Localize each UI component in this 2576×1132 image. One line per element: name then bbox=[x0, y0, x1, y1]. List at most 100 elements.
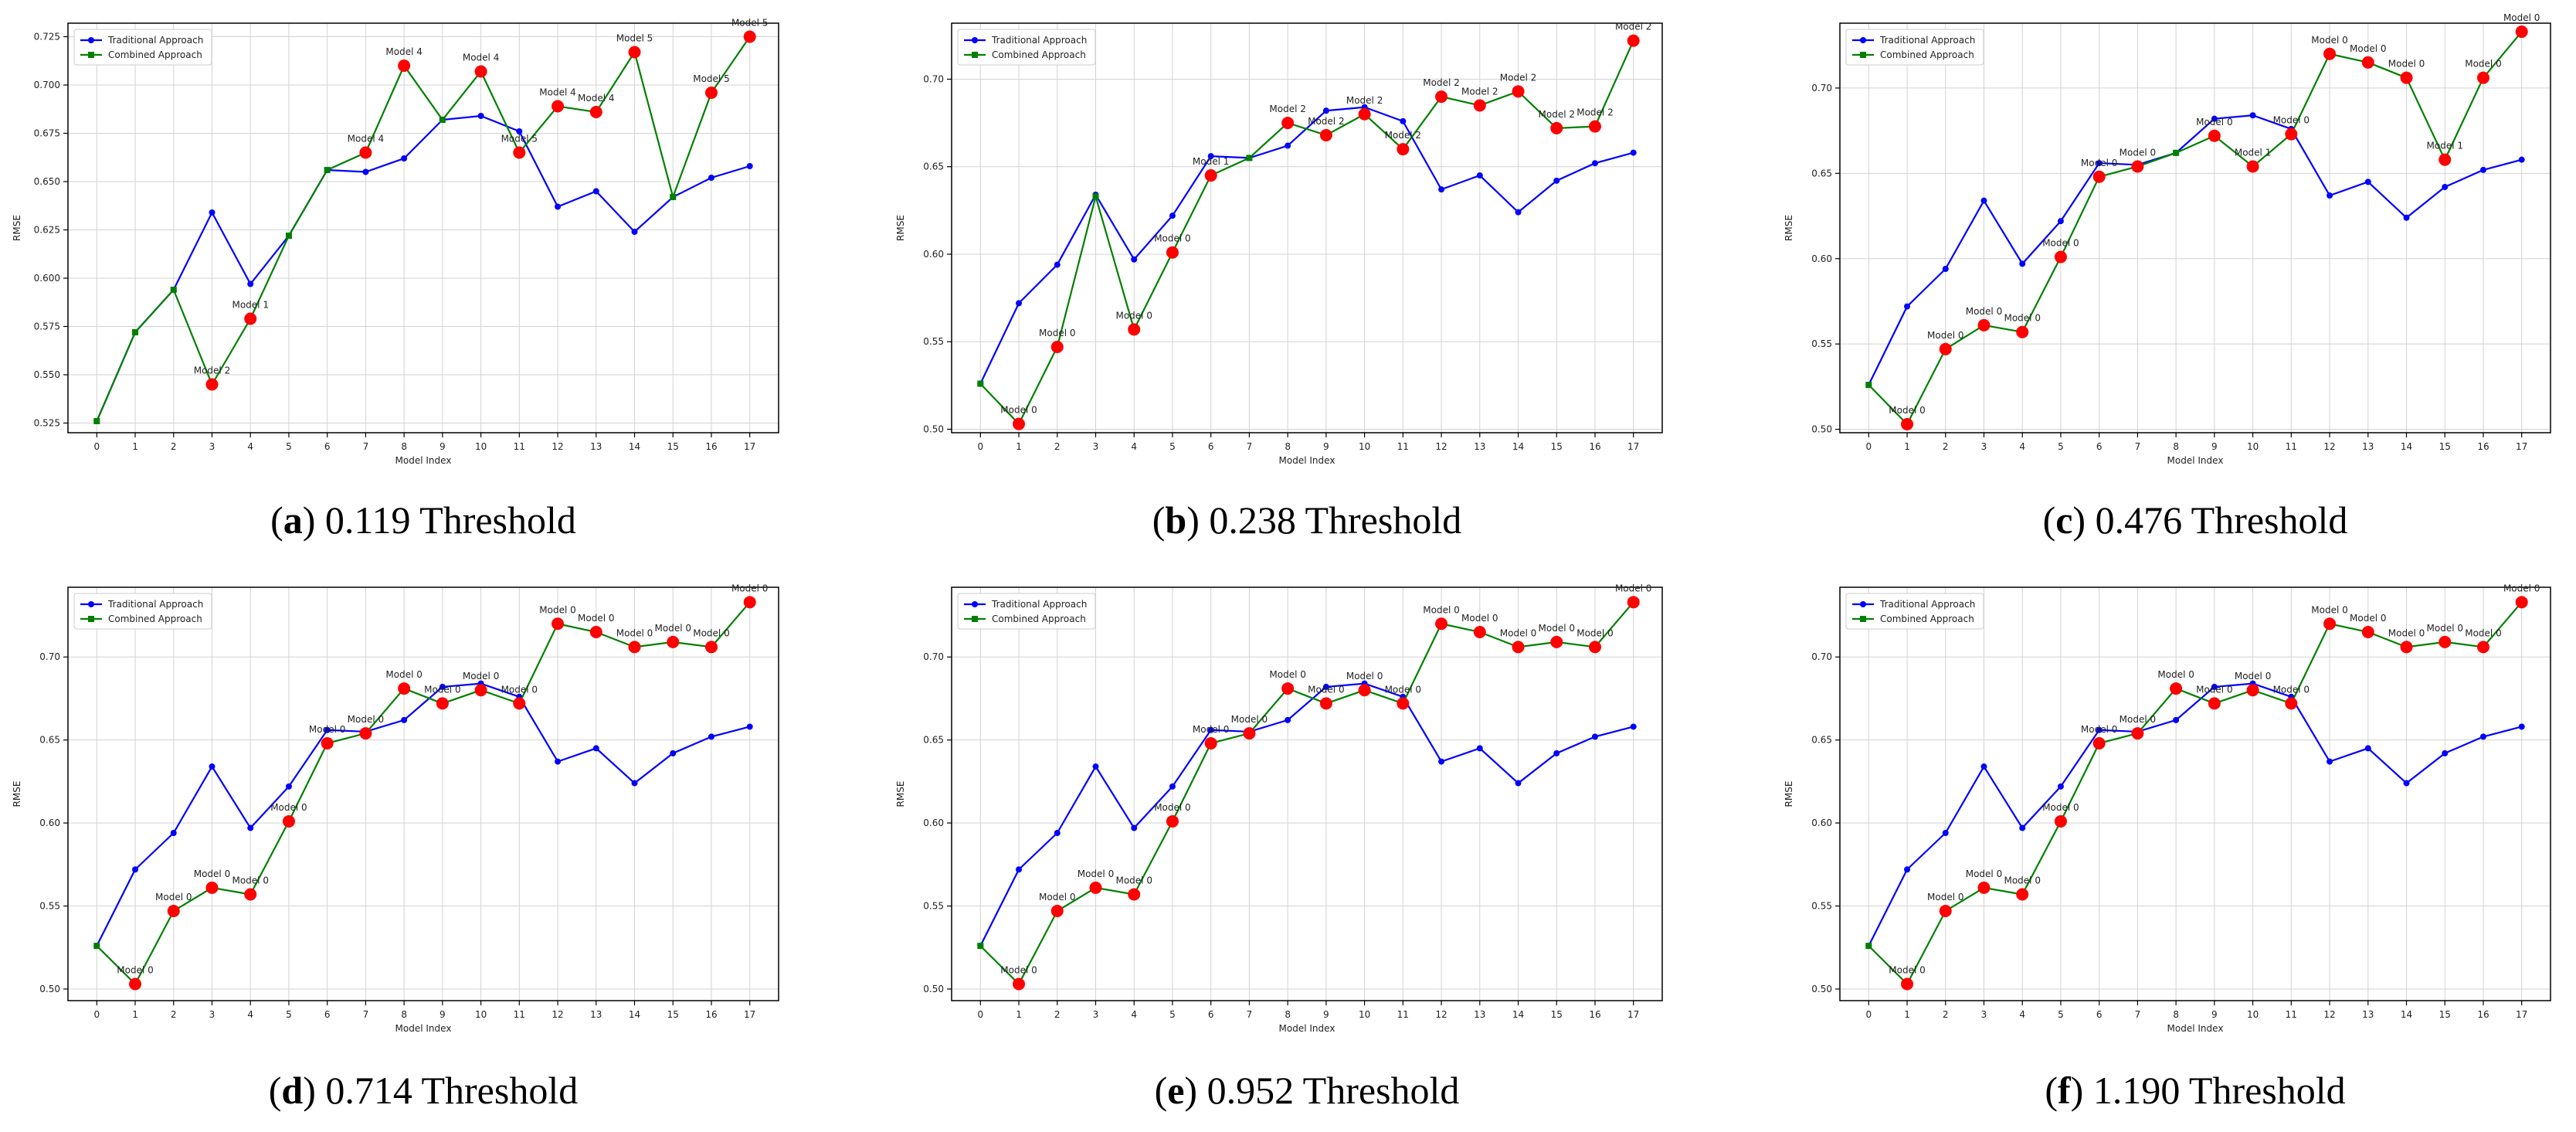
legend-marker-combined bbox=[1860, 616, 1866, 622]
caption-paren-open: ( bbox=[1155, 1069, 1168, 1112]
switch-marker bbox=[2016, 325, 2029, 338]
switch-marker bbox=[628, 641, 641, 654]
switch-marker bbox=[1473, 99, 1486, 112]
model-annotation: Model 2 bbox=[1423, 77, 1459, 88]
switch-marker bbox=[2439, 153, 2452, 166]
switch-marker bbox=[244, 888, 257, 901]
point-traditional bbox=[477, 113, 484, 119]
model-annotation: Model 0 bbox=[2196, 117, 2232, 127]
y-axis-label: RMSE bbox=[1784, 215, 1794, 241]
model-annotation: Model 0 bbox=[1927, 892, 1963, 903]
x-tick-label: 10 bbox=[475, 441, 487, 452]
x-tick-label: 5 bbox=[2058, 1009, 2064, 1020]
point-traditional bbox=[1553, 750, 1560, 756]
point-traditional bbox=[439, 683, 446, 690]
model-annotation: Model 0 bbox=[385, 669, 422, 680]
point-traditional bbox=[401, 716, 408, 723]
switch-marker bbox=[2208, 697, 2221, 710]
y-tick-label: 0.625 bbox=[34, 225, 60, 236]
switch-marker bbox=[1627, 34, 1640, 47]
point-traditional bbox=[1438, 758, 1445, 765]
model-annotation: Model 0 bbox=[2042, 802, 2079, 813]
point-traditional bbox=[708, 733, 714, 740]
caption-paren-close: ) bbox=[2072, 498, 2095, 542]
caption-text: 0.476 Threshold bbox=[2096, 498, 2348, 542]
x-tick-label: 14 bbox=[2401, 441, 2412, 452]
switch-marker bbox=[398, 682, 411, 695]
switch-marker bbox=[1397, 143, 1410, 156]
x-tick-label: 2 bbox=[1943, 1009, 1949, 1020]
caption-text: 0.952 Threshold bbox=[1207, 1069, 1460, 1112]
x-tick-label: 7 bbox=[1247, 441, 1253, 452]
y-tick-label: 0.55 bbox=[923, 336, 944, 347]
point-traditional bbox=[1322, 683, 1329, 690]
y-tick-label: 0.50 bbox=[39, 984, 60, 994]
model-annotation: Model 0 bbox=[1231, 714, 1268, 725]
chart-panel-d: 0 1 2 3 4 5 6 7 8 9 10 11 12 13 14 15 16 170.500.550.600.… bbox=[12, 583, 779, 1112]
panel-caption: (f) 1.190 Threshold bbox=[2045, 1069, 2345, 1112]
y-tick-label: 0.525 bbox=[34, 418, 60, 429]
x-tick-label: 6 bbox=[2096, 1009, 2103, 1020]
x-tick-label: 0 bbox=[1865, 1009, 1872, 1020]
panel-caption: (a) 0.119 Threshold bbox=[270, 498, 576, 542]
x-axis-label: Model Index bbox=[2167, 1023, 2224, 1034]
model-annotation: Model 0 bbox=[2235, 671, 2271, 682]
x-tick-label: 3 bbox=[1093, 1009, 1099, 1020]
legend: Traditional Approach Combined Approach bbox=[957, 29, 1096, 66]
point-traditional bbox=[2403, 780, 2410, 787]
switch-marker bbox=[1588, 120, 1601, 133]
model-annotation: Model 0 bbox=[1039, 328, 1075, 338]
point-traditional bbox=[2096, 160, 2103, 167]
y-tick-label: 0.575 bbox=[34, 321, 60, 332]
x-tick-label: 12 bbox=[2323, 441, 2335, 452]
switch-marker bbox=[704, 641, 718, 654]
x-tick-label: 1 bbox=[1016, 441, 1022, 452]
y-tick-label: 0.60 bbox=[1811, 818, 1832, 828]
caption-letter: b bbox=[1165, 498, 1186, 542]
x-tick-label: 15 bbox=[1551, 441, 1563, 452]
model-annotation: Model 0 bbox=[1966, 869, 2002, 879]
y-tick-label: 0.65 bbox=[923, 735, 944, 746]
point-traditional bbox=[1904, 303, 1911, 310]
caption-paren-open: ( bbox=[2045, 1069, 2058, 1112]
model-annotation: Model 0 bbox=[539, 604, 575, 615]
model-annotation: Model 4 bbox=[463, 53, 499, 63]
panel-caption: (e) 0.952 Threshold bbox=[1155, 1069, 1460, 1112]
model-annotation: Model 0 bbox=[2273, 115, 2310, 126]
point-traditional bbox=[1016, 300, 1023, 307]
point-traditional bbox=[1553, 177, 1560, 184]
x-tick-label: 10 bbox=[2247, 441, 2259, 452]
point-traditional bbox=[555, 758, 562, 765]
switch-marker bbox=[589, 106, 602, 118]
x-axis-label: Model Index bbox=[1279, 455, 1336, 466]
x-tick-label: 2 bbox=[1054, 1009, 1061, 1020]
x-tick-label: 0 bbox=[977, 1009, 983, 1020]
switch-marker bbox=[2131, 160, 2144, 173]
x-tick-label: 17 bbox=[2516, 441, 2527, 452]
plot-frame bbox=[67, 586, 779, 1001]
point-combined bbox=[1865, 382, 1872, 389]
x-tick-label: 7 bbox=[2135, 441, 2141, 452]
x-tick-label: 12 bbox=[2323, 1009, 2335, 1020]
point-traditional bbox=[1054, 829, 1061, 836]
x-tick-label: 16 bbox=[1589, 441, 1600, 452]
model-annotation: Model 0 bbox=[1115, 310, 1152, 321]
x-tick-label: 2 bbox=[171, 441, 177, 452]
model-annotation: Model 0 bbox=[1576, 627, 1613, 638]
plot-frame bbox=[1839, 22, 2551, 433]
model-annotation: Model 0 bbox=[616, 627, 653, 638]
x-tick-label: 17 bbox=[2516, 1009, 2527, 1020]
model-annotation: Model 0 bbox=[463, 671, 499, 682]
point-combined bbox=[977, 380, 984, 387]
model-annotation: Model 0 bbox=[693, 627, 729, 638]
legend-label-traditional: Traditional Approach bbox=[1879, 599, 1975, 610]
point-traditional bbox=[1016, 866, 1023, 873]
y-tick-label: 0.65 bbox=[1811, 168, 1832, 178]
y-axis-label: RMSE bbox=[1784, 781, 1794, 807]
point-combined bbox=[1865, 943, 1872, 950]
point-traditional bbox=[2211, 115, 2218, 122]
legend-label-traditional: Traditional Approach bbox=[991, 599, 1087, 610]
plot-frame bbox=[951, 22, 1663, 433]
switch-marker bbox=[1166, 246, 1179, 259]
point-traditional bbox=[1054, 261, 1061, 268]
